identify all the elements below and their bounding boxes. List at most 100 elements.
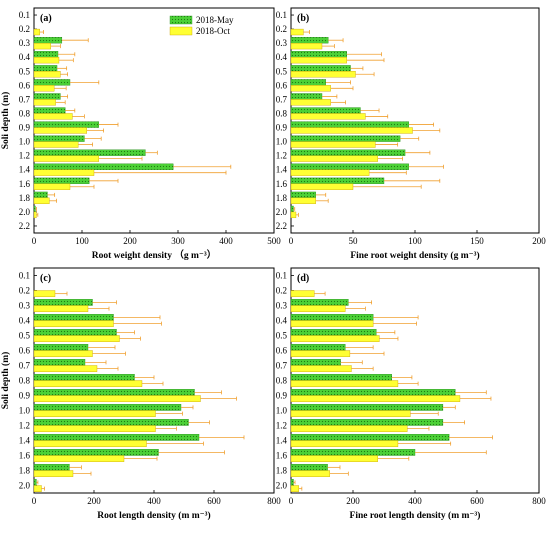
y-tick-label: 2.0 — [19, 207, 31, 217]
x-tick-label: 800 — [532, 496, 546, 506]
x-tick-label: 0 — [289, 236, 294, 246]
bar-2018-Oct-0.6 — [33, 85, 55, 92]
y-tick-label: 0.3 — [19, 301, 31, 311]
bar-2018-Oct-1.2 — [33, 155, 100, 162]
y-tick-label: 0.9 — [19, 123, 31, 133]
bar-2018-Oct-1.6 — [33, 455, 125, 463]
bar-2018-Oct-0.5 — [290, 71, 356, 78]
bar-2018-May-0.7 — [33, 359, 86, 366]
bar-2018-May-0.8 — [290, 374, 392, 381]
y-tick-label: 2.0 — [276, 481, 288, 491]
y-tick-label: 0.7 — [276, 94, 288, 104]
bar-2018-Oct-0.4 — [290, 57, 347, 64]
bar-2018-Oct-0.3 — [33, 42, 51, 50]
bar-2018-Oct-0.4 — [290, 320, 374, 328]
bar-2018-May-0.9 — [290, 389, 456, 396]
y-tick-label: 0.3 — [19, 38, 31, 48]
x-tick-label: 100 — [408, 236, 422, 246]
bar-2018-May-2.0 — [290, 205, 294, 213]
bar-2018-Oct-2.0 — [33, 485, 42, 493]
bar-2018-Oct-0.7 — [290, 99, 331, 106]
bar-2018-May-1.0 — [290, 135, 401, 142]
bar-2018-May-1.2 — [290, 419, 444, 426]
y-tick-label: 1.0 — [19, 137, 31, 147]
bar-2018-Oct-0.5 — [33, 71, 61, 78]
bar-2018-May-1.8 — [290, 191, 316, 199]
bar-2018-May-0.5 — [290, 329, 377, 336]
bar-2018-Oct-0.8 — [33, 380, 143, 388]
y-tick-label: 0.2 — [276, 286, 287, 296]
bar-2018-May-1.6 — [33, 449, 159, 456]
y-tick-label: 1.0 — [19, 406, 31, 416]
bar-2018-Oct-1.6 — [290, 183, 354, 190]
bar-2018-Oct-0.7 — [33, 99, 56, 106]
bar-2018-May-1.2 — [33, 419, 189, 426]
y-tick-label: 0.9 — [276, 123, 288, 133]
bar-2018-May-1.0 — [290, 404, 444, 411]
y-tick-label: 0.4 — [19, 316, 31, 326]
bar-2018-Oct-0.2 — [33, 28, 40, 36]
bar-2018-Oct-0.5 — [33, 335, 120, 343]
bar-2018-May-0.9 — [33, 121, 100, 128]
x-tick-label: 0 — [32, 236, 37, 246]
y-tick-label: 1.8 — [19, 466, 31, 476]
x-tick-label: 200 — [346, 496, 360, 506]
x-tick-label: 0 — [289, 496, 294, 506]
bar-2018-May-0.5 — [33, 329, 117, 336]
bar-2018-May-0.3 — [33, 299, 93, 306]
y-tick-label: 0.9 — [19, 391, 31, 401]
y-tick-label: 0.1 — [276, 271, 287, 281]
bar-2018-May-0.8 — [290, 107, 361, 114]
bar-2018-May-0.6 — [33, 79, 71, 86]
panel-label: (b) — [297, 13, 309, 24]
bar-2018-Oct-1.6 — [33, 183, 71, 190]
y-tick-label: 0.6 — [276, 346, 288, 356]
y-tick-label: 1.2 — [19, 421, 30, 431]
bar-2018-May-1.6 — [33, 177, 90, 184]
x-tick-label: 150 — [470, 236, 484, 246]
y-tick-label: 2.2 — [19, 221, 30, 231]
x-axis-title: Fine root weight density (g m⁻³) — [350, 250, 479, 261]
bar-2018-May-1.8 — [33, 191, 48, 199]
panel-label: (d) — [297, 273, 309, 284]
bar-2018-May-1.8 — [33, 464, 70, 471]
bar-2018-Oct-0.8 — [33, 113, 73, 120]
bar-2018-May-2.0 — [33, 479, 37, 486]
y-tick-label: 0.4 — [19, 52, 31, 62]
bar-2018-Oct-0.8 — [290, 113, 366, 120]
x-tick-label: 400 — [219, 236, 233, 246]
bar-2018-May-1.6 — [290, 177, 385, 184]
y-tick-label: 0.1 — [19, 10, 30, 20]
bar-2018-Oct-0.2 — [290, 290, 315, 298]
y-tick-label: 0.5 — [276, 331, 288, 341]
x-tick-label: 400 — [408, 496, 422, 506]
y-tick-label: 1.2 — [19, 151, 30, 161]
bar-2018-Oct-0.9 — [33, 395, 201, 403]
bar-2018-May-0.7 — [290, 93, 323, 100]
bar-2018-May-0.7 — [33, 93, 61, 100]
panel-label: (a) — [40, 13, 52, 24]
y-tick-label: 2.0 — [19, 481, 31, 491]
x-tick-label: 200 — [532, 236, 546, 246]
y-tick-label: 0.2 — [276, 24, 287, 34]
y-tick-label: 1.4 — [19, 436, 31, 446]
bar-2018-May-0.9 — [290, 121, 410, 128]
y-tick-label: 1.8 — [276, 193, 288, 203]
bar-2018-May-1.4 — [290, 163, 410, 170]
bar-2018-Oct-0.4 — [33, 57, 60, 64]
y-tick-label: 1.8 — [19, 193, 31, 203]
x-tick-label: 300 — [171, 236, 185, 246]
bar-2018-Oct-1.8 — [33, 470, 74, 478]
chart-panel-1: 0.1 0.2 0.3 0.4 0.5 0.6 0.7 0.8 0.9 1.0 1.2 1.4 1.6 1… — [0, 7, 281, 261]
plot-frame — [33, 7, 275, 234]
bar-2018-Oct-0.2 — [290, 28, 304, 36]
bar-2018-May-1.2 — [290, 149, 406, 156]
bar-2018-Oct-1.4 — [290, 169, 370, 176]
legend-label-2018-May: 2018-May — [196, 15, 234, 25]
bar-2018-Oct-1.2 — [290, 425, 408, 433]
bar-2018-Oct-1.6 — [290, 455, 379, 463]
x-tick-label: 200 — [123, 236, 137, 246]
x-axis-title: Root weight density （g m⁻³） — [92, 249, 217, 261]
y-tick-label: 0.7 — [276, 361, 288, 371]
bar-2018-Oct-2.0 — [290, 485, 299, 493]
